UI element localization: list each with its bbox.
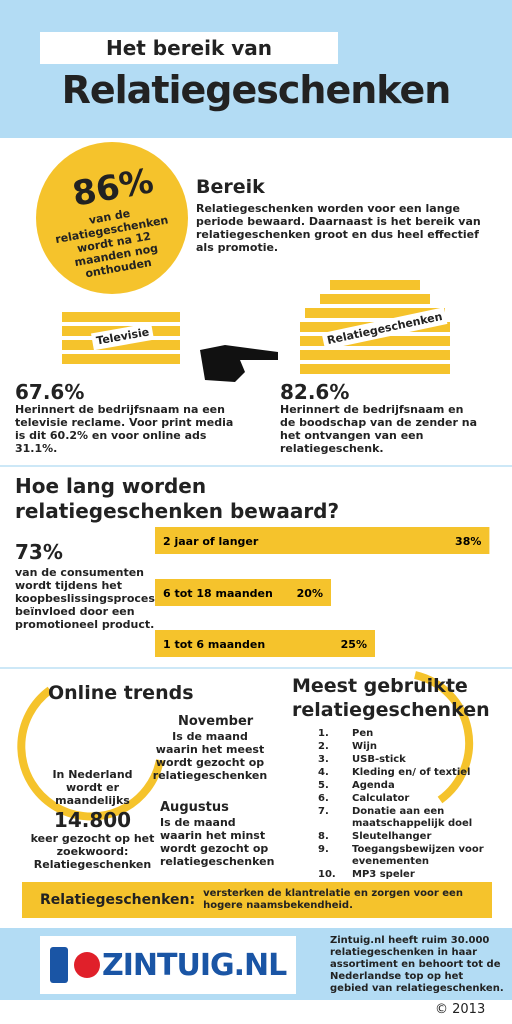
month: Augustus xyxy=(160,800,229,815)
list-num: 5. xyxy=(318,780,329,791)
bar xyxy=(155,630,375,657)
list-num: 9. xyxy=(318,844,329,855)
list-item: 9. Toegangsbewijzen voor evenementen xyxy=(318,844,498,868)
stat-value: 67.6% xyxy=(15,380,85,404)
list-item: 4. Kleding en/ of textiel xyxy=(318,767,498,779)
section-title: Meest gebruikte relatiegeschenken xyxy=(292,675,490,721)
list-num: 3. xyxy=(318,754,329,765)
list-num: 8. xyxy=(318,831,329,842)
paragraph: Is de maand waarin het meest wordt gezoc… xyxy=(152,730,268,782)
title: Relatiegeschenken xyxy=(61,68,452,112)
section-title: Bereik xyxy=(196,176,265,198)
bar-chart: 2 jaar of langer 38% 6 tot 18 maanden 20% 1 … xyxy=(155,527,490,657)
paragraph: Zintuig.nl heeft ruim 30.000 relatiegesc… xyxy=(330,935,504,994)
banner-text: versterken de klantrelatie en zorgen voo… xyxy=(203,888,463,911)
list-text: Wijn xyxy=(352,741,378,752)
list-num: 2. xyxy=(318,741,329,752)
number: 14.800 xyxy=(53,808,132,832)
list-num: 10. xyxy=(318,869,336,880)
circle xyxy=(36,142,188,294)
paragraph: Herinnert de bedrijfsnaam en de boodscha… xyxy=(280,403,478,455)
stat-value: 73% xyxy=(15,540,63,564)
list-num: 4. xyxy=(318,767,329,778)
list-text: USB-stick xyxy=(352,754,406,765)
list-text: Pen xyxy=(352,728,374,739)
stat-value: 82.6% xyxy=(280,380,350,404)
bar xyxy=(155,579,331,606)
heart-icon xyxy=(74,952,100,978)
paragraph: keer gezocht op het zoekwoord: Relatiege… xyxy=(30,832,155,871)
list-text: Agenda xyxy=(352,780,395,791)
list-item: 3. USB-stick xyxy=(318,754,498,766)
list-item: 6. Calculator xyxy=(318,793,498,805)
list-text: Toegangsbewijzen voor evenementen xyxy=(352,844,484,867)
paragraph: Is de maand waarin het minst wordt gezoc… xyxy=(160,816,275,868)
paragraph: Relatiegeschenken worden voor een lange … xyxy=(196,202,481,254)
paragraph: van de consumenten wordt tijdens het koo… xyxy=(15,566,155,631)
list-text: Donatie aan een maatschappelijk doel xyxy=(352,806,473,829)
hand-icon xyxy=(200,345,278,382)
logo-text: ZINTUIG.NL xyxy=(102,947,287,983)
section-title: Hoe lang worden relatiegeschenken bewaar… xyxy=(15,474,340,523)
list-item: 7. Donatie aan een maatschappelijk doel xyxy=(318,806,498,830)
header-band xyxy=(0,0,512,138)
list-text: Calculator xyxy=(352,793,410,804)
list-item: 5. Agenda xyxy=(318,780,498,792)
list-num: 1. xyxy=(318,728,329,739)
banner-label: Relatiegeschenken: xyxy=(40,892,196,908)
bar xyxy=(155,527,490,554)
list-num: 7. xyxy=(318,806,329,817)
copyright: © 2013 xyxy=(435,1002,486,1017)
kicker: Het bereik van xyxy=(40,32,338,64)
paragraph: In Nederland wordt er maandelijks xyxy=(52,768,133,807)
list-text: MP3 speler xyxy=(352,869,415,880)
cup-icon xyxy=(50,947,68,983)
paragraph: Herinnert de bedrijfsnaam na een televis… xyxy=(15,403,234,455)
moon xyxy=(17,686,164,821)
list-item: 8. Sleutelhanger xyxy=(318,831,498,843)
list-text: Kleding en/ of textiel xyxy=(352,767,471,778)
list-num: 6. xyxy=(318,793,329,804)
logo: ZINTUIG.NL xyxy=(40,936,296,994)
moon xyxy=(414,671,474,804)
bar-label: 2 jaar of langer xyxy=(163,535,259,548)
month: November xyxy=(178,714,254,729)
value-label: 25% xyxy=(341,638,367,651)
banner: Relatiegeschenken: versterken de klantre… xyxy=(22,882,492,918)
bar-label: 1 tot 6 maanden xyxy=(163,638,265,651)
list-text: Sleutelhanger xyxy=(352,831,432,842)
list-item: 10. MP3 speler xyxy=(318,869,498,881)
value-label: 20% xyxy=(297,587,323,600)
list: 1. Pen 2. Wijn 3. USB-stick 4. Kleding en/ of t… xyxy=(318,728,498,882)
list-item: 2. Wijn xyxy=(318,741,498,753)
section-title: Online trends xyxy=(48,682,194,704)
list-item: 1. Pen xyxy=(318,728,498,740)
value-label: 38% xyxy=(455,535,481,548)
bar-label: 6 tot 18 maanden xyxy=(163,587,273,600)
